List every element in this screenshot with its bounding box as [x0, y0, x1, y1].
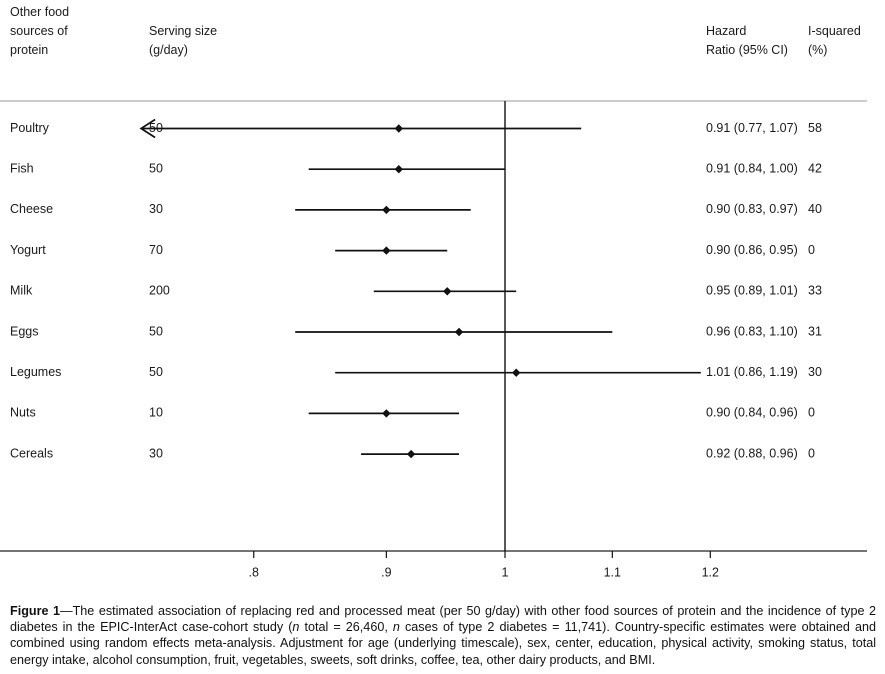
i-squared-value: 0 — [808, 243, 815, 257]
caption-dash: — — [60, 604, 73, 618]
i-squared-value: 58 — [808, 121, 822, 135]
caption-text-2: total = 26,460, — [299, 620, 393, 635]
row-label: Cereals — [10, 446, 53, 460]
row-yogurt: Yogurt 70 0.90 (0.86, 0.95) 0 — [10, 243, 815, 257]
hazard-ratio-text: 1.01 (0.86, 1.19) — [706, 365, 798, 379]
i-squared-value: 40 — [808, 202, 822, 216]
header-hazard-ratio: Hazard Ratio (95% CI) — [706, 24, 788, 57]
hazard-ratio-text: 0.91 (0.84, 1.00) — [706, 161, 798, 175]
serving-size: 200 — [149, 284, 170, 298]
row-label: Cheese — [10, 202, 53, 216]
hazard-ratio-text: 0.92 (0.88, 0.96) — [706, 446, 798, 460]
point-estimate — [512, 368, 521, 377]
forest-plot: Poultry 50 0.91 (0.77, 1.07) 58 Fish 50 0.91 (… — [0, 100, 867, 579]
ci-arrow-left — [139, 118, 156, 139]
point-estimate — [382, 246, 391, 255]
serving-size: 50 — [149, 365, 163, 379]
i-squared-value: 30 — [808, 365, 822, 379]
point-estimate — [454, 327, 464, 337]
row-label: Nuts — [10, 406, 36, 420]
row-eggs: Eggs 50 0.96 (0.83, 1.10) 31 — [10, 324, 822, 338]
hazard-ratio-text: 0.90 (0.86, 0.95) — [706, 243, 798, 257]
hazard-ratio-text: 0.95 (0.89, 1.01) — [706, 284, 798, 298]
header-food-sources: Other food sources of protein — [10, 5, 70, 57]
caption-n-2: n — [392, 620, 400, 635]
hazard-ratio-text: 0.91 (0.77, 1.07) — [706, 121, 798, 135]
x-tick-label: 1.1 — [604, 565, 621, 579]
caption-text-3: cases of type 2 diabetes = 11,741). Coun… — [10, 620, 876, 667]
row-label: Eggs — [10, 324, 39, 338]
i-squared-value: 31 — [808, 324, 822, 338]
row-cereals: Cereals 30 0.92 (0.88, 0.96) 0 — [10, 446, 815, 460]
x-tick-label: .9 — [381, 565, 391, 579]
hazard-ratio-text: 0.90 (0.83, 0.97) — [706, 202, 798, 216]
serving-size: 50 — [149, 161, 163, 175]
serving-size: 50 — [149, 324, 163, 338]
serving-size: 30 — [149, 446, 163, 460]
header-i-squared: I-squared (%) — [808, 24, 861, 57]
caption-n-1: n — [292, 620, 300, 635]
hazard-ratio-text: 0.96 (0.83, 1.10) — [706, 324, 798, 338]
x-tick-label: 1.2 — [702, 565, 719, 579]
i-squared-value: 42 — [808, 161, 822, 175]
i-squared-value: 0 — [808, 446, 815, 460]
point-estimate — [406, 449, 416, 459]
point-estimate — [382, 409, 391, 418]
i-squared-value: 0 — [808, 406, 815, 420]
x-tick-label: 1 — [502, 565, 509, 579]
row-nuts: Nuts 10 0.90 (0.84, 0.96) 0 — [10, 406, 815, 420]
row-legumes: Legumes 50 1.01 (0.86, 1.19) 30 — [10, 365, 822, 379]
row-fish: Fish 50 0.91 (0.84, 1.00) 42 — [10, 161, 822, 175]
serving-size: 10 — [149, 406, 163, 420]
hazard-ratio-text: 0.90 (0.84, 0.96) — [706, 406, 798, 420]
figure-caption: Figure 1—The estimated association of re… — [10, 603, 876, 668]
row-poultry: Poultry 50 0.91 (0.77, 1.07) 58 — [10, 118, 822, 139]
caption-text-1: The estimated association of replacing r… — [10, 604, 876, 635]
caption-label: Figure 1 — [10, 604, 61, 618]
point-estimate — [394, 124, 404, 133]
x-tick-label: .8 — [249, 565, 259, 579]
row-label: Legumes — [10, 365, 61, 379]
header-serving-size: Serving size (g/day) — [149, 24, 218, 57]
i-squared-value: 33 — [808, 284, 822, 298]
serving-size: 70 — [149, 243, 163, 257]
row-cheese: Cheese 30 0.90 (0.83, 0.97) 40 — [10, 202, 822, 216]
row-milk: Milk 200 0.95 (0.89, 1.01) 33 — [10, 284, 822, 298]
row-label: Milk — [10, 284, 33, 298]
row-label: Poultry — [10, 121, 50, 135]
serving-size: 30 — [149, 202, 163, 216]
point-estimate — [382, 205, 391, 215]
row-label: Fish — [10, 161, 34, 175]
point-estimate — [443, 287, 452, 296]
row-label: Yogurt — [10, 243, 46, 257]
point-estimate — [394, 165, 404, 174]
